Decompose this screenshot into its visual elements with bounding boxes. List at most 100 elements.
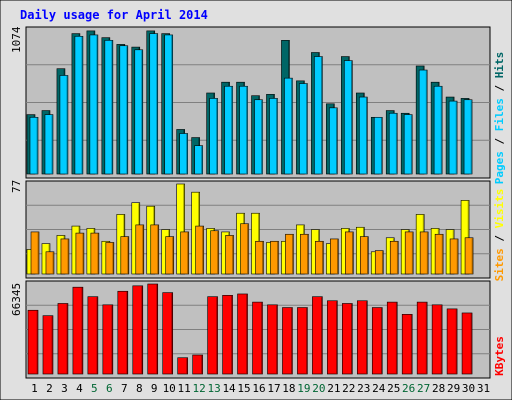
day-label: 31 (477, 382, 490, 395)
svg-text:Pages / Files / Hits: Pages / Files / Hits (493, 52, 506, 185)
kbytes-bar (162, 292, 174, 375)
day-label: 6 (106, 382, 113, 395)
files-bar (329, 107, 338, 175)
day-label: 7 (121, 382, 128, 395)
files-bar (254, 99, 263, 175)
kbytes-max-label: 66345 (10, 283, 23, 316)
files-bar (284, 77, 293, 175)
kbytes-bar (147, 283, 159, 375)
sites-bar (90, 232, 100, 275)
legend-separator: / (493, 228, 506, 248)
kbytes-bar (371, 307, 383, 375)
files-bar (358, 96, 368, 175)
files-bar (59, 75, 69, 175)
legend-pages: Pages (493, 151, 506, 184)
day-label: 14 (222, 382, 236, 395)
sites-bar (30, 231, 40, 275)
files-bar (344, 60, 353, 175)
sites-bar (45, 251, 55, 275)
files-bar (29, 116, 39, 175)
kbytes-bar (282, 307, 293, 375)
kbytes-bar (192, 354, 203, 375)
kbytes-bar (327, 300, 338, 375)
legend-kbytes: KBytes (493, 336, 506, 376)
day-label: 26 (402, 382, 415, 395)
sites-bar (315, 240, 324, 275)
panel-visits-sites-bars (26, 183, 474, 275)
kbytes-bar (87, 296, 99, 375)
kbytes-bar (401, 314, 413, 375)
panel-kbytes-bars (27, 283, 473, 375)
files-bar (179, 133, 188, 175)
kbytes-bar (102, 304, 114, 375)
kbytes-bar (57, 303, 69, 375)
day-label: 24 (372, 382, 386, 395)
day-label: 10 (163, 382, 176, 395)
panel-hits-files (25, 26, 491, 179)
sites-bar (225, 235, 234, 275)
files-bar (463, 99, 473, 175)
chart-title: Daily usage for April 2014 (20, 8, 208, 22)
day-label: 9 (151, 382, 158, 395)
sites-bar (105, 242, 115, 275)
panel-hits-files-bars (26, 30, 473, 175)
kbytes-bar (207, 296, 218, 375)
kbytes-bar (297, 307, 308, 375)
sites-bar (270, 240, 279, 275)
files-bar (104, 40, 114, 175)
files-bar (74, 35, 84, 175)
day-axis-labels: 1 2 3 4 5 6 7 8 9 10 11 12 13 14 15 16 17 18 19 20 21 22 23 24 2… (31, 382, 490, 395)
day-label: 23 (357, 382, 370, 395)
files-bar (403, 114, 413, 175)
day-label: 2 (46, 382, 53, 395)
visits-max-label: 77 (10, 180, 23, 193)
kbytes-bar (431, 304, 443, 375)
files-bar (209, 98, 218, 175)
day-label: 5 (91, 382, 98, 395)
files-bar (373, 116, 383, 175)
kbytes-bar (222, 295, 233, 375)
svg-text:Sites / Visits: Sites / Visits (493, 189, 506, 282)
kbytes-bar (446, 308, 458, 375)
sites-bar (345, 231, 354, 275)
sites-bar (285, 233, 294, 275)
files-bar (149, 33, 159, 175)
kbytes-bar (416, 301, 428, 375)
day-label: 20 (312, 382, 325, 395)
sites-bar (135, 224, 145, 275)
kbytes-bar (117, 290, 129, 375)
sites-bar (60, 238, 70, 275)
kbytes-bar (177, 357, 188, 375)
day-label: 8 (136, 382, 143, 395)
sites-bar (210, 230, 219, 275)
files-bar (299, 83, 308, 175)
day-label: 28 (432, 382, 445, 395)
kbytes-legend: KBytes (493, 336, 506, 376)
legend-visits: Visits (493, 189, 506, 229)
files-bar (239, 85, 248, 175)
day-label: 29 (447, 382, 460, 395)
day-label: 22 (342, 382, 355, 395)
legend-separator: / (493, 131, 506, 151)
day-label: 16 (252, 382, 265, 395)
sites-bar (359, 236, 369, 275)
files-bar (269, 98, 278, 175)
kbytes-bar (461, 312, 473, 375)
kbytes-bar (252, 301, 263, 375)
sites-bar (165, 236, 175, 275)
sites-bar (419, 231, 429, 275)
files-bar (194, 145, 203, 175)
sites-bar (75, 232, 85, 275)
day-label: 25 (387, 382, 400, 395)
day-label: 1 (31, 382, 38, 395)
legend-separator: / (493, 78, 506, 98)
sites-bar (120, 236, 130, 275)
kbytes-bar (42, 315, 54, 375)
sites-bar (389, 240, 399, 275)
sites-bar (449, 238, 459, 275)
sites-bar (330, 238, 339, 275)
day-label: 4 (76, 382, 83, 395)
sites-bar (150, 224, 160, 275)
kbytes-bar (356, 300, 368, 375)
legend-files: Files (493, 98, 506, 131)
